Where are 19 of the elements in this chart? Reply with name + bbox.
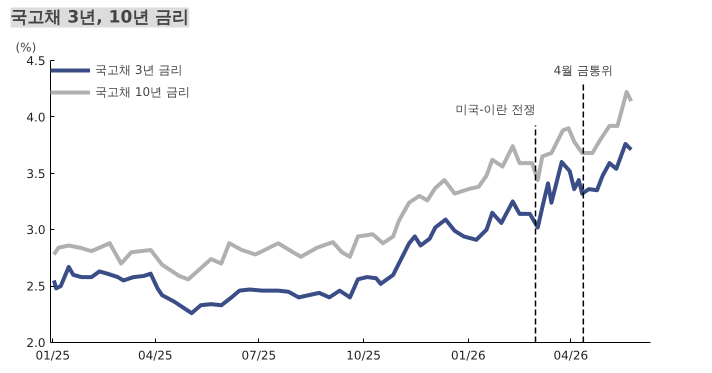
x-tick-label: 01/26 [451,348,486,362]
x-tick-label: 01/25 [35,348,70,362]
chart-title: 국고채 3년, 10년 금리 [10,8,190,28]
line-series [52,142,634,316]
legend-label: 국고채 10년 금리 [95,84,190,100]
x-tick-label: 04/26 [554,348,588,362]
y-tick-label: 2.0 [26,336,46,350]
y-tick-label: 3.5 [26,166,46,181]
y-tick-label: 2.5 [26,280,46,294]
ref-line-label: 4월 금통위 [554,63,614,78]
legend-label: 국고채 3년 금리 [95,62,182,78]
y-tick-label: 3.0 [26,223,46,238]
x-tick-label: 10/25 [346,348,381,362]
y-tick-label: 4.5 [26,54,46,68]
x-tick-label: 07/25 [242,348,276,362]
y-tick-label: 4.0 [26,110,46,124]
y-axis-title: (%) [16,40,36,54]
ref-line-label: 미국-이란 전쟁 [455,102,536,116]
x-tick-label: 04/25 [138,348,173,362]
